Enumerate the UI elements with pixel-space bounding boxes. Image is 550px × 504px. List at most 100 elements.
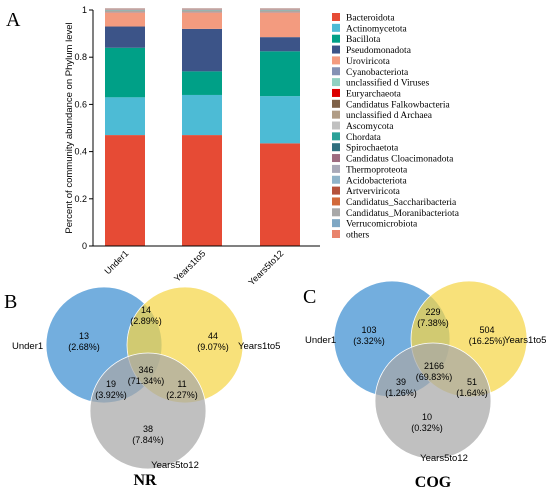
legend-swatch-4 [332,46,340,54]
legend-label-17: Artverviricota [346,187,401,197]
venn-region-count-years1to5: 44 [208,331,218,341]
bar-segment-under1-4 [105,27,145,48]
legend-label-6: Cyanobacteriota [346,68,409,78]
legend-label-10: unclassified d Archaea [346,110,433,121]
venn-region-count-under1-years1to5: 14 [141,305,151,315]
legend-swatch-21 [332,230,340,238]
legend-label-9: Candidatus Falkowbacteria [346,100,450,110]
bar-segment-years5to12-1 [260,143,300,246]
legend-label-15: Thermoproteota [346,165,408,175]
venn-region-count-under1-years5to12: 19 [106,379,116,389]
venn-set-label-years5to12: Years5to12 [420,453,468,464]
legend-label-21: others [346,231,370,241]
x-tick-label-years1to5: Years1to5 [172,248,207,283]
legend-swatch-13 [332,143,340,151]
y-tick-label-3: 0.6 [74,99,87,109]
legend-swatch-14 [332,154,340,162]
venn-region-count-under1-years1to5-years5to12: 2166 [424,361,444,371]
venn-region-percent-under1-years5to12: (1.26%) [385,388,417,398]
legend-swatch-6 [332,67,340,75]
venn-region-percent-under1: (3.32%) [353,336,385,346]
legend-swatch-18 [332,197,340,205]
panel-a-bars [105,8,300,246]
venn-region-percent-years5to12: (0.32%) [411,423,443,433]
venn-region-count-under1-years1to5: 229 [425,307,440,317]
legend-swatch-7 [332,78,340,86]
y-tick-label-0: 0 [82,241,87,251]
legend-label-1: Bacteroidota [346,14,395,24]
venn-region-percent-years1to5: (9.07%) [197,342,229,352]
legend-label-13: Spirochaetota [346,144,399,154]
bar-segment-years5to12-2 [260,96,300,143]
legend-swatch-8 [332,89,340,97]
legend-label-4: Pseudomonadota [346,46,412,56]
bar-segment-years5to12-5 [260,12,300,37]
legend-swatch-12 [332,132,340,140]
legend-label-7: unclassified d Viruses [346,78,429,89]
x-tick-label-under1: Under1 [102,248,130,276]
venn-region-count-years5to12: 38 [143,424,153,434]
venn-region-count-years1to5: 504 [479,325,494,335]
legend-swatch-16 [332,176,340,184]
panel-b-letter: B [4,291,17,313]
venn-set-label-under1: Under1 [305,335,336,346]
venn-set-label-years1to5: Years1to5 [238,341,280,352]
legend-swatch-11 [332,122,340,130]
panel-a-letter: A [6,9,21,31]
legend-swatch-5 [332,56,340,64]
venn-region-percent-years1to5-years5to12: (1.64%) [456,388,488,398]
venn-region-percent-years1to5-years5to12: (2.27%) [166,390,198,400]
legend-swatch-1 [332,13,340,21]
panel-a: A Under1 Years1to5 Years5to12 0 0.2 0.4 0.6 0.8… [6,5,460,287]
bar-segment-years1to5-2 [182,95,222,135]
legend-swatch-20 [332,219,340,227]
legend-label-2: Actinomycetota [346,24,407,34]
venn-set-label-years5to12: Years5to12 [151,460,199,471]
bar-segment-years1to5-1 [182,135,222,246]
venn-region-count-years1to5-years5to12: 11 [177,379,186,389]
y-axis-label: Percent of community abundance on Phylum… [64,22,75,233]
venn-region-count-under1: 103 [361,325,376,335]
venn-nr-title: NR [133,472,157,489]
bar-segment-under1-3 [105,48,145,98]
bar-segment-under1-5 [105,12,145,26]
venn-region-percent-years1to5: (16.25%) [469,336,506,346]
venn-region-percent-under1-years1to5-years5to12: (69.83%) [416,372,453,382]
bar-segment-years5to12-3 [260,51,300,96]
x-tick-label-years5to12: Years5to12 [246,248,285,287]
venn-region-percent-under1-years5to12: (3.92%) [95,390,127,400]
legend-swatch-15 [332,165,340,173]
bar-segment-under1-1 [105,135,145,246]
legend-label-5: Uroviricota [346,57,391,67]
venn-region-percent-under1: (2.68%) [68,342,100,352]
venn-region-count-years1to5-years5to12: 51 [467,377,477,387]
bar-segment-years1to5-5 [182,12,222,29]
bar-segment-years5to12-4 [260,37,300,51]
bar-segment-under1-2 [105,97,145,135]
legend-label-8: Euryarchaeota [346,89,402,99]
legend-label-14: Candidatus Cloacimonadota [346,155,454,165]
legend-label-18: Candidatus_Saccharibacteria [346,198,457,208]
y-tick-label-2: 0.4 [74,147,87,157]
y-tick-label-5: 1 [82,5,87,15]
y-tick-label-1: 0.2 [74,194,87,204]
legend-label-11: Ascomycota [346,122,394,132]
legend-label-20: Verrucomicrobiota [346,220,418,230]
legend-swatch-19 [332,208,340,216]
venn-region-count-under1: 13 [79,331,89,341]
venn-set-label-under1: Under1 [12,341,43,352]
bar-segment-years1to5-4 [182,29,222,71]
legend-label-3: Bacillota [346,35,381,45]
legend-swatch-17 [332,187,340,195]
legend-label-19: Candidatus_Moranibacteriota [346,209,460,219]
legend-swatch-9 [332,100,340,108]
panel-b: B Under1 Years1to5 Years5to12 13(2.68%) 14 (2… [4,287,280,489]
venn-cog-title: COG [415,474,452,491]
venn-set-label-years1to5: Years1to5 [504,335,546,346]
y-tick-label-4: 0.8 [74,52,87,62]
